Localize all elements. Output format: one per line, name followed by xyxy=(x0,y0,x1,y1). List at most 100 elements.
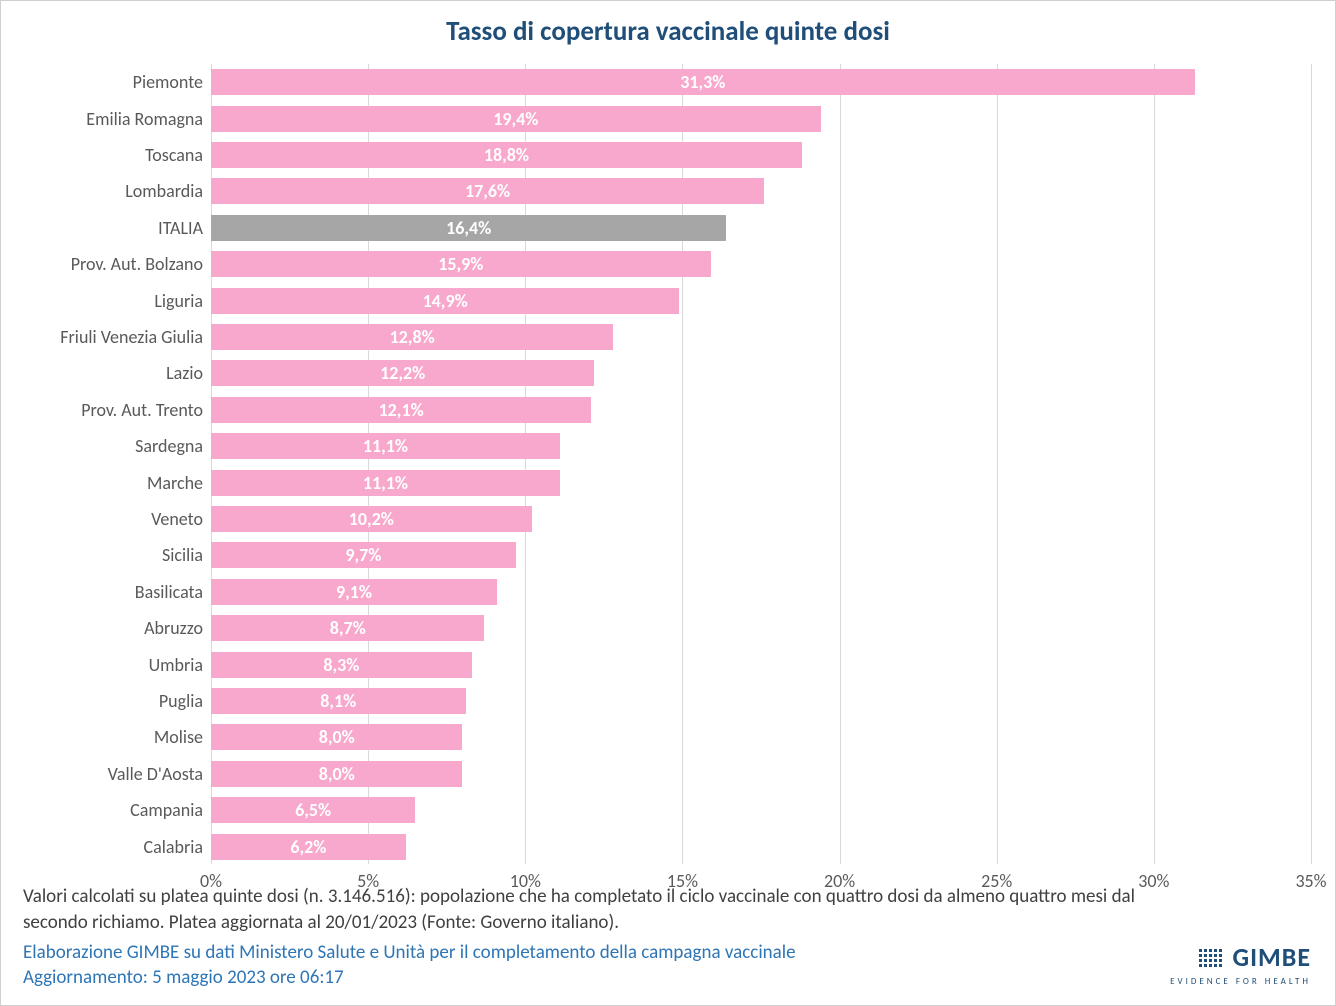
bar-row: Molise8,0% xyxy=(211,719,1311,755)
bar-value-label: 8,3% xyxy=(323,654,359,676)
bar-row: Marche11,1% xyxy=(211,464,1311,500)
category-label: Prov. Aut. Trento xyxy=(3,399,203,421)
bar-row: Veneto10,2% xyxy=(211,501,1311,537)
category-label: Umbria xyxy=(3,654,203,676)
bar: 12,8% xyxy=(211,324,613,350)
bar-value-label: 15,9% xyxy=(438,253,483,275)
category-label: Prov. Aut. Bolzano xyxy=(3,253,203,275)
category-label: Friuli Venezia Giulia xyxy=(3,326,203,348)
bar-value-label: 6,2% xyxy=(290,836,326,858)
bar: 8,3% xyxy=(211,652,472,678)
bar: 11,1% xyxy=(211,470,560,496)
bar-value-label: 16,4% xyxy=(446,217,491,239)
bar-value-label: 11,1% xyxy=(363,472,408,494)
bar-row: Emilia Romagna19,4% xyxy=(211,100,1311,136)
category-label: Lombardia xyxy=(3,180,203,202)
category-label: Piemonte xyxy=(3,71,203,93)
bar-row: Campania6,5% xyxy=(211,792,1311,828)
bar-highlight: 16,4% xyxy=(211,215,726,241)
bar: 14,9% xyxy=(211,288,679,314)
bar-value-label: 10,2% xyxy=(349,508,394,530)
bar-value-label: 6,5% xyxy=(295,799,331,821)
category-label: Abruzzo xyxy=(3,617,203,639)
bar-row: Sardegna11,1% xyxy=(211,428,1311,464)
footer-source-line2: Aggiornamento: 5 maggio 2023 ore 06:17 xyxy=(23,965,1135,991)
bar: 15,9% xyxy=(211,251,711,277)
bar-row: Prov. Aut. Bolzano15,9% xyxy=(211,246,1311,282)
plot-area: 0%5%10%15%20%25%30%35%Piemonte31,3%Emili… xyxy=(211,64,1311,864)
bar: 6,5% xyxy=(211,797,415,823)
category-label: ITALIA xyxy=(3,217,203,239)
bar-value-label: 12,8% xyxy=(390,326,435,348)
bar-value-label: 19,4% xyxy=(493,108,538,130)
bar: 9,1% xyxy=(211,579,497,605)
category-label: Basilicata xyxy=(3,581,203,603)
footer-source-line1: Elaborazione GIMBE su dati Ministero Sal… xyxy=(23,940,1135,966)
category-label: Emilia Romagna xyxy=(3,108,203,130)
logo-text: GIMBE xyxy=(1233,941,1311,973)
bar: 11,1% xyxy=(211,433,560,459)
bar-row: Piemonte31,3% xyxy=(211,64,1311,100)
bar: 8,7% xyxy=(211,615,484,641)
bar: 18,8% xyxy=(211,142,802,168)
bar-row: Puglia8,1% xyxy=(211,683,1311,719)
bar-row: Friuli Venezia Giulia12,8% xyxy=(211,319,1311,355)
bar: 10,2% xyxy=(211,506,532,532)
bar-row: Sicilia9,7% xyxy=(211,537,1311,573)
category-label: Toscana xyxy=(3,144,203,166)
category-label: Calabria xyxy=(3,836,203,858)
bar: 8,1% xyxy=(211,688,466,714)
bar-value-label: 14,9% xyxy=(423,290,468,312)
bar-value-label: 9,1% xyxy=(336,581,372,603)
x-axis-tick: 35% xyxy=(1295,870,1326,892)
category-label: Lazio xyxy=(3,362,203,384)
bar-value-label: 9,7% xyxy=(345,544,381,566)
category-label: Molise xyxy=(3,726,203,748)
bar-value-label: 12,2% xyxy=(380,362,425,384)
chart-container: Tasso di copertura vaccinale quinte dosi… xyxy=(0,0,1336,1006)
chart-footer: Valori calcolati su platea quinte dosi (… xyxy=(23,884,1135,991)
bar-value-label: 8,0% xyxy=(319,763,355,785)
category-label: Valle D'Aosta xyxy=(3,763,203,785)
bar-value-label: 18,8% xyxy=(484,144,529,166)
category-label: Campania xyxy=(3,799,203,821)
bar-row: Liguria14,9% xyxy=(211,282,1311,318)
category-label: Puglia xyxy=(3,690,203,712)
bar-row: Lazio12,2% xyxy=(211,355,1311,391)
bar-value-label: 8,1% xyxy=(320,690,356,712)
bar: 31,3% xyxy=(211,69,1195,95)
bar-row: Toscana18,8% xyxy=(211,137,1311,173)
bar: 6,2% xyxy=(211,834,406,860)
footer-note: Valori calcolati su platea quinte dosi (… xyxy=(23,884,1135,935)
category-label: Sicilia xyxy=(3,544,203,566)
bar: 8,0% xyxy=(211,761,462,787)
chart-title: Tasso di copertura vaccinale quinte dosi xyxy=(1,1,1335,56)
bar-row: Calabria6,2% xyxy=(211,828,1311,864)
bar-row: Prov. Aut. Trento12,1% xyxy=(211,392,1311,428)
bar-value-label: 8,7% xyxy=(330,617,366,639)
x-axis-tick: 30% xyxy=(1138,870,1169,892)
logo-subtitle: EVIDENCE FOR HEALTH xyxy=(1170,976,1311,987)
bar-value-label: 31,3% xyxy=(680,71,725,93)
bar: 17,6% xyxy=(211,178,764,204)
bar-row: Umbria8,3% xyxy=(211,646,1311,682)
category-label: Liguria xyxy=(3,290,203,312)
bar-value-label: 8,0% xyxy=(319,726,355,748)
bar: 19,4% xyxy=(211,106,821,132)
category-label: Veneto xyxy=(3,508,203,530)
bar-row: Lombardia17,6% xyxy=(211,173,1311,209)
bar-row: Valle D'Aosta8,0% xyxy=(211,756,1311,792)
bar-row: ITALIA16,4% xyxy=(211,210,1311,246)
bar: 12,2% xyxy=(211,360,594,386)
bar-value-label: 17,6% xyxy=(465,180,510,202)
bar-value-label: 12,1% xyxy=(379,399,424,421)
bar-row: Basilicata9,1% xyxy=(211,574,1311,610)
bar: 12,1% xyxy=(211,397,591,423)
gridline xyxy=(1311,64,1312,864)
bar-value-label: 11,1% xyxy=(363,435,408,457)
logo-dots-icon xyxy=(1199,949,1223,976)
category-label: Sardegna xyxy=(3,435,203,457)
bar: 8,0% xyxy=(211,724,462,750)
bar-row: Abruzzo8,7% xyxy=(211,610,1311,646)
category-label: Marche xyxy=(3,472,203,494)
